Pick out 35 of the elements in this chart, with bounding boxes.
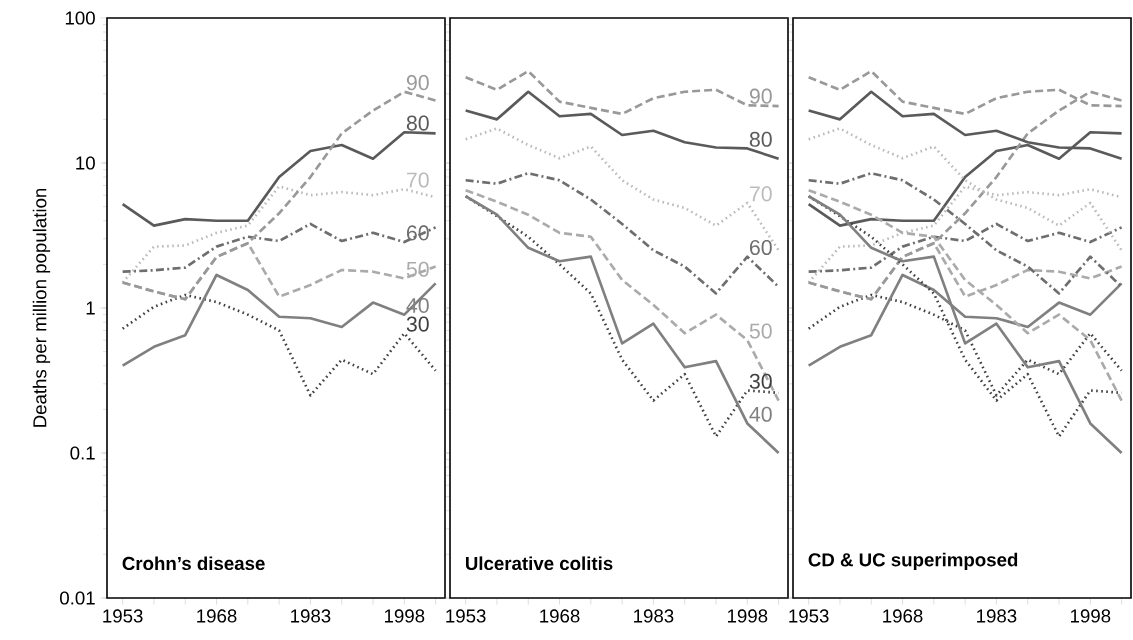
y-axis-title: Deaths per million population [32,188,51,427]
series-label: 70 [750,186,772,202]
series-label: 80 [406,115,429,131]
series-label: 60 [750,239,772,256]
x-tick-label: 1968 [540,609,580,623]
series-label: 30 [749,373,772,389]
x-tick-label: 1968 [883,609,923,623]
series-label: 60 [407,225,429,241]
text: Ulcerative colitis [465,556,613,571]
series-label: 50 [749,323,772,339]
x-tick-label: 1983 [634,609,674,623]
series-label: 70 [407,172,429,188]
x-tick-label: 1983 [291,609,331,623]
y-tick-label: 0.1 [70,446,95,460]
x-tick-label: 1953 [103,609,143,623]
x-tick-label: 1998 [1070,609,1111,623]
x-tick-label: 1998 [384,609,425,623]
y-tick-label: 0.01 [60,591,95,605]
x-tick-label: 1953 [789,609,829,623]
x-tick-label: 1998 [727,609,768,623]
series-label: 80 [749,131,772,147]
series-label: 90 [749,88,772,104]
x-tick-label: 1953 [446,609,486,623]
series-label: 30 [406,316,429,332]
x-tick-label: 1983 [977,609,1017,623]
y-tick-label: 10 [76,156,95,170]
text: CD & UC superimposed [808,552,1018,571]
series-label: 40 [749,406,772,422]
line-series [121,293,437,397]
y-tick-label: 100 [65,11,95,25]
x-tick-label: 1968 [197,609,237,623]
line-series [121,130,437,227]
text: Crohn’s disease [122,556,265,571]
y-tick-label: 1 [86,301,95,315]
series-label: 90 [406,75,429,91]
